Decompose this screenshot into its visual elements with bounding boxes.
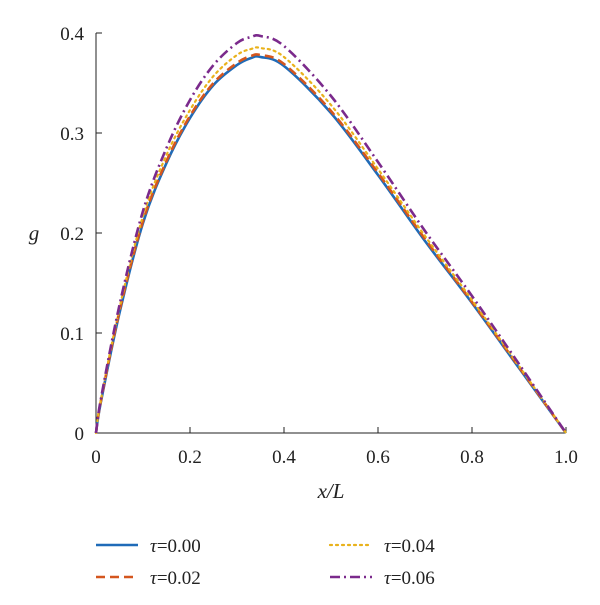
y-tick: 0.1 (60, 324, 102, 345)
legend-label: τ=0.04 (384, 536, 435, 557)
x-tick-label: 1.0 (554, 447, 578, 468)
axes: 0 0.1 0.2 0.3 0.4 0 0.2 0.4 0.6 0.8 1.0 (60, 24, 578, 468)
legend: τ=0.00τ=0.02τ=0.04τ=0.06 (96, 536, 435, 589)
series-line-3 (94, 34, 568, 434)
x-axis-label: x/L (317, 479, 345, 503)
y-axis-label: g (29, 221, 40, 245)
x-tick-label: 0.4 (272, 447, 296, 468)
legend-symbol: τ (150, 568, 158, 589)
x-tick: 0.8 (460, 427, 484, 468)
legend-item: τ=0.00 (96, 536, 201, 557)
x-tick: 0.2 (178, 427, 202, 468)
y-tick: 0.4 (60, 24, 102, 45)
legend-item: τ=0.06 (330, 568, 435, 589)
legend-value: =0.02 (157, 568, 201, 589)
y-tick-label: 0 (75, 424, 85, 445)
legend-label: τ=0.00 (150, 536, 201, 557)
legend-symbol: τ (384, 536, 392, 557)
x-tick-label: 0 (91, 447, 101, 468)
y-tick: 0.2 (60, 224, 102, 245)
x-tick-label: 0.8 (460, 447, 484, 468)
series-line-2 (94, 46, 568, 435)
legend-symbol: τ (384, 568, 392, 589)
legend-symbol: τ (150, 536, 158, 557)
y-ticks: 0 0.1 0.2 0.3 0.4 (60, 24, 102, 445)
y-tick-label: 0.4 (60, 24, 84, 45)
y-tick-label: 0.2 (60, 224, 84, 245)
x-tick: 0.4 (272, 427, 296, 468)
legend-label: τ=0.02 (150, 568, 201, 589)
x-tick-label: 0.6 (366, 447, 390, 468)
legend-item: τ=0.02 (96, 568, 201, 589)
x-tick: 0.6 (366, 427, 390, 468)
y-tick-label: 0.3 (60, 124, 84, 145)
y-tick-label: 0.1 (60, 324, 84, 345)
legend-value: =0.04 (391, 536, 435, 557)
legend-value: =0.00 (157, 536, 201, 557)
legend-label: τ=0.06 (384, 568, 435, 589)
series-line-1 (94, 53, 568, 434)
x-ticks: 0 0.2 0.4 0.6 0.8 1.0 (91, 427, 578, 468)
series-lines (94, 34, 568, 435)
legend-item: τ=0.04 (328, 536, 435, 557)
legend-value: =0.06 (391, 568, 435, 589)
y-tick: 0.3 (60, 124, 102, 145)
x-tick-label: 0.2 (178, 447, 202, 468)
